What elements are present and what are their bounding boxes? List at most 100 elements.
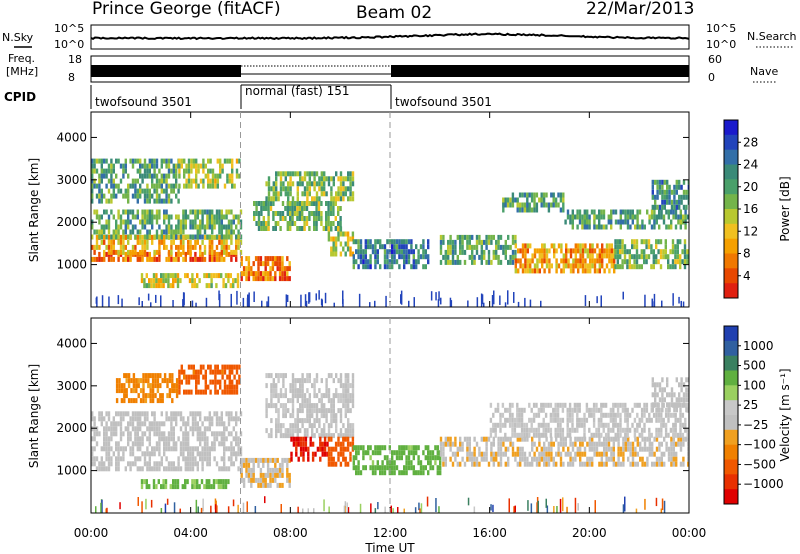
velocity-cell [636,451,639,457]
power-cell [613,268,616,274]
velocity-cell [175,378,179,384]
power-cell [351,171,355,177]
velocity-cell [576,451,579,457]
power-cell [548,258,551,264]
velocity-cell [247,457,251,463]
velocity-cell [661,397,664,403]
power-cell [117,188,120,194]
power-cell [194,244,197,250]
velocity-cell [513,427,517,433]
power-cell [134,158,137,164]
power-cell [661,184,664,190]
velocity-cell [468,446,471,452]
power-cell [621,259,624,265]
velocity-cell [303,393,307,399]
velocity-noise-cell [635,508,638,513]
noise-left-tick-bottom: 10^0 [54,38,84,51]
velocity-cell [583,432,586,438]
velocity-cell [391,450,394,456]
colorbar-swatch [724,283,738,299]
power-cell [129,183,132,189]
power-cell [110,239,113,245]
velocity-cell [679,432,682,438]
velocity-cell [643,402,646,408]
power-cell [533,202,536,208]
power-cell [110,209,113,215]
velocity-cell [456,446,459,452]
power-cell [146,209,149,215]
power-cell [614,239,617,245]
velocity-cell [604,412,608,418]
velocity-cell [224,479,228,485]
power-cell [687,194,689,200]
velocity-cell [292,436,296,442]
power-cell [277,221,280,226]
velocity-cell [282,423,285,429]
velocity-cell [213,431,216,437]
power-cell [119,234,123,240]
power-cell [670,209,673,215]
velocity-cell [181,484,184,490]
power-noise-cell [160,295,162,307]
power-cell [548,248,551,254]
power-cell [581,214,584,220]
power-cell [521,248,525,254]
velocity-cell [175,421,178,427]
power-cell [117,158,120,164]
colorbar-swatch [724,120,738,136]
power-cell [315,226,318,231]
velocity-cell [323,413,326,419]
power-cell [247,261,251,267]
velocity-cell [172,441,175,447]
velocity-cell [571,407,574,413]
velocity-cell [386,465,389,471]
power-cell [483,239,486,245]
power-cell [410,249,413,255]
velocity-cell [271,457,275,463]
power-noise-cell [305,300,308,307]
power-cell [332,251,335,257]
velocity-cell [600,422,603,428]
power-cell [184,224,187,230]
velocity-cell [270,428,273,434]
power-cell [305,201,309,206]
power-cell [332,241,335,247]
velocity-cell [600,461,603,467]
velocity-cell [143,451,147,457]
power-cell [485,239,488,245]
power-cell [552,202,555,208]
velocity-cell [610,436,613,442]
velocity-cell [139,398,143,404]
velocity-cell [547,402,550,408]
velocity-cell [122,431,125,437]
colorbar-swatch [724,415,738,431]
velocity-cell [525,422,529,428]
velocity-cell [675,451,678,457]
power-cell [119,219,123,225]
velocity-cell [549,417,553,423]
power-cell [103,224,106,230]
velocity-cell [617,446,620,452]
power-cell [175,178,178,184]
power-cell [240,261,243,267]
power-cell [215,244,219,250]
velocity-cell [220,416,223,422]
velocity-cell [670,436,673,442]
velocity-cell [506,417,509,423]
velocity-cell [598,436,601,442]
velocity-cell [492,427,495,433]
power-cell [557,243,561,249]
velocity-cell [141,441,144,447]
velocity-cell [154,383,157,389]
velocity-cell [521,451,524,457]
velocity-cell [323,436,327,442]
velocity-cell [431,465,435,471]
velocity-cell [586,456,589,462]
velocity-cell [466,436,469,442]
power-cell [119,188,123,194]
power-cell [98,158,101,164]
velocity-cell [276,482,279,488]
power-cell [165,183,168,189]
power-cell [571,209,574,215]
power-cell [146,168,149,174]
